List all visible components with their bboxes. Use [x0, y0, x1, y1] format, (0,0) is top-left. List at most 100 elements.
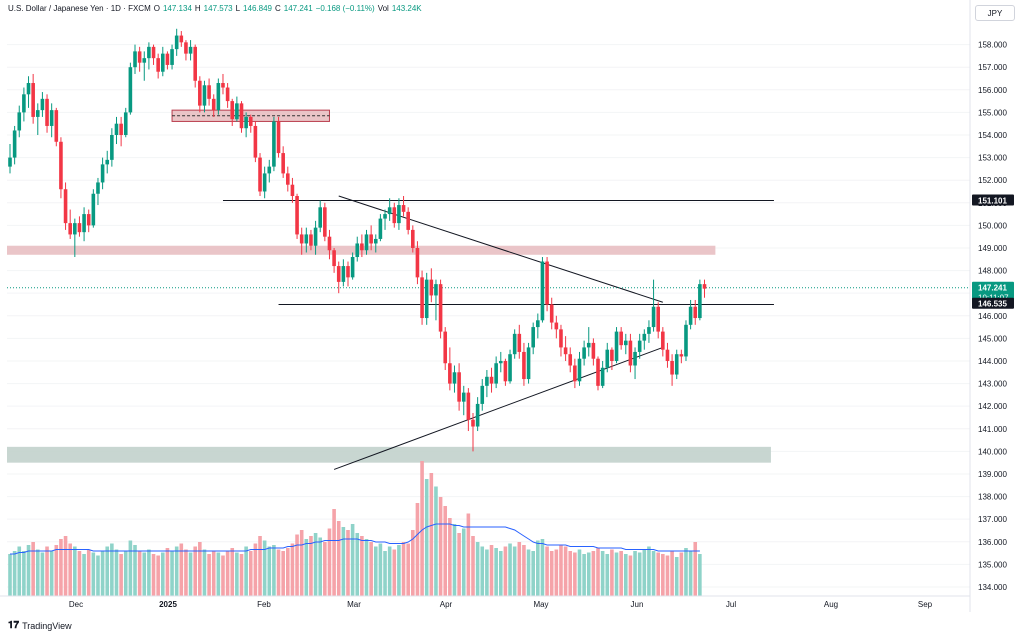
y-tick-label: 139.000	[978, 470, 1007, 479]
candle-body	[665, 349, 670, 361]
symbol-title[interactable]: U.S. Dollar / Japanese Yen · 1D · FXCM	[8, 4, 151, 13]
candle-body	[610, 349, 614, 361]
volume-bar	[332, 509, 336, 596]
candle-body	[670, 360, 674, 375]
candle-body	[174, 35, 179, 50]
candle-body	[267, 166, 272, 174]
volume-bar	[286, 548, 290, 596]
candle-body	[619, 331, 623, 346]
candle-body	[480, 385, 485, 404]
candle-body	[179, 35, 184, 43]
candle-body	[230, 101, 235, 120]
y-tick-label: 141.000	[978, 425, 1007, 434]
volume-bar	[461, 528, 466, 596]
volume-bar	[373, 546, 378, 596]
candle-body	[45, 98, 49, 126]
volume-bar	[73, 546, 77, 596]
candle-body	[605, 349, 610, 368]
candle-body	[424, 279, 429, 319]
tradingview-logo-icon[interactable]: 𝟏𝟕	[8, 620, 20, 631]
chart-header: U.S. Dollar / Japanese Yen · 1D · FXCM O…	[8, 4, 422, 13]
volume-bar	[281, 551, 285, 596]
candle-body	[123, 112, 128, 135]
candle-body	[105, 159, 110, 165]
candle-body	[110, 134, 114, 160]
candle-body	[698, 284, 702, 319]
candle-body	[420, 277, 424, 319]
volume-bar	[170, 551, 174, 596]
candle-body	[309, 234, 313, 246]
candle-body	[8, 157, 12, 167]
volume-bar	[600, 551, 605, 596]
candle-body	[563, 347, 568, 355]
price-label: 151.101	[978, 197, 1007, 206]
volume-bar	[160, 552, 165, 596]
volume-bar	[628, 555, 633, 596]
volume-bar	[239, 554, 244, 596]
close-value: 147.241	[283, 4, 313, 13]
candle-body	[239, 103, 244, 129]
y-tick-label: 140.000	[978, 447, 1007, 456]
volume-bar	[207, 554, 211, 596]
candle-body	[207, 85, 211, 99]
volume-bar	[59, 539, 63, 596]
candle-body	[68, 223, 72, 235]
volume-bar	[378, 543, 383, 596]
candle-body	[253, 125, 258, 158]
volume-bar	[383, 551, 387, 596]
volume-bar	[225, 551, 230, 596]
candle-body	[170, 49, 174, 65]
candle-body	[193, 46, 197, 81]
price-chart[interactable]: 158.000 157.000 156.000 155.000 154.000 153.0…	[0, 0, 1024, 618]
volume-bar	[415, 503, 420, 596]
close-label: C	[274, 4, 281, 13]
volume-bar	[457, 533, 461, 596]
volume-bar	[540, 539, 545, 596]
candle-body	[392, 207, 397, 224]
candle-body	[508, 354, 512, 382]
candle-body	[281, 153, 285, 174]
candle-body	[114, 123, 119, 135]
volume-bar	[392, 549, 397, 596]
candle-body	[35, 110, 40, 117]
volume-bar	[295, 534, 299, 596]
volume-bar	[350, 524, 355, 596]
candle-body	[651, 306, 656, 328]
price-label: 146.535	[978, 300, 1007, 309]
currency-button[interactable]: JPY	[975, 5, 1015, 21]
candle-body	[211, 98, 216, 111]
candle-body	[489, 376, 494, 384]
volume-bar	[397, 545, 401, 596]
volume-bar	[577, 549, 582, 596]
volume-bar	[128, 540, 133, 596]
volume-bar	[369, 542, 373, 596]
candle-body	[401, 205, 406, 212]
volume-bar	[642, 549, 647, 596]
volume-bar	[244, 546, 248, 596]
volume-bar	[498, 551, 503, 596]
volume-bar	[637, 552, 642, 596]
candle-body	[299, 234, 304, 244]
volume-bar	[82, 554, 86, 596]
candle-body	[586, 342, 591, 348]
volume-bar	[545, 546, 549, 596]
y-tick-label: 156.000	[978, 86, 1007, 95]
candle-body	[258, 157, 262, 192]
volume-bar	[216, 552, 221, 596]
candle-body	[600, 367, 605, 386]
volume-bar	[536, 540, 540, 596]
candle-body	[633, 351, 637, 366]
volume-bar	[248, 551, 253, 596]
candle-body	[304, 234, 309, 244]
candle-body	[531, 327, 535, 348]
low-value: 146.849	[243, 4, 272, 13]
volume-bar	[40, 552, 45, 596]
volume-bar	[137, 551, 142, 596]
candle-body	[656, 306, 660, 332]
candle-body	[262, 173, 267, 192]
volume-bar	[420, 461, 424, 596]
candle-body	[202, 85, 207, 106]
volume-bar	[503, 546, 508, 596]
candle-body	[225, 87, 230, 102]
candle-body	[429, 279, 434, 296]
